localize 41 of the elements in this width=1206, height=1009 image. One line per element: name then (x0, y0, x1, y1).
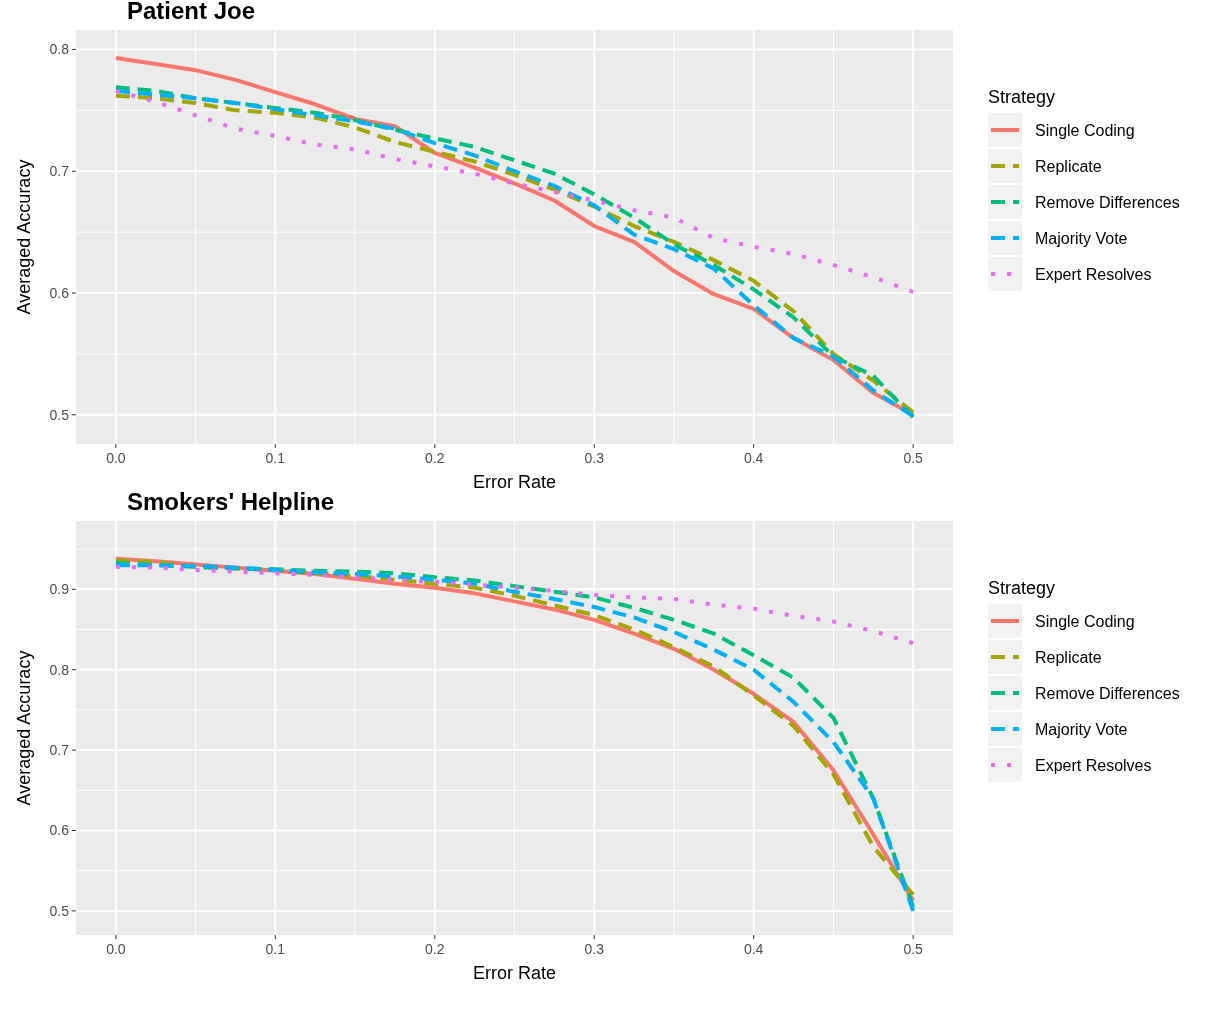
legend-title: Strategy (988, 578, 1056, 598)
y-axis-title: Averaged Accuracy (14, 650, 34, 806)
x-axis-title: Error Rate (472, 472, 557, 492)
x-axis-title: Error Rate (472, 963, 557, 983)
x-tick-label: 0.5 (903, 941, 924, 957)
x-tick-label: 0.0 (106, 941, 126, 957)
legend-title: Strategy (988, 87, 1056, 107)
legend-label: Replicate (1035, 157, 1102, 175)
x-tick-label: 0.1 (265, 450, 286, 466)
line-series (113, 88, 916, 294)
y-tick-label: 0.5 (49, 902, 70, 919)
legend-label: Single Coding (1035, 121, 1135, 139)
x-tick-label: 0.4 (743, 941, 764, 957)
legend-label: Expert Resolves (1035, 756, 1152, 774)
legend-label: Replicate (1035, 648, 1102, 666)
legend-label: Majority Vote (1035, 720, 1128, 738)
x-tick-label: 0.5 (903, 450, 924, 466)
y-tick-label: 0.9 (49, 581, 70, 598)
x-tick-label: 0.4 (743, 450, 764, 466)
y-tick-label: 0.8 (49, 661, 70, 678)
y-tick-label: 0.6 (49, 284, 70, 301)
x-tick-label: 0.2 (425, 941, 445, 957)
legend-label: Remove Differences (1035, 193, 1180, 211)
chart-title: Patient Joe (127, 0, 256, 24)
y-tick-label: 0.8 (49, 41, 70, 58)
legend-label: Majority Vote (1035, 229, 1128, 247)
y-tick-label: 0.5 (49, 406, 70, 423)
legend-label: Single Coding (1035, 612, 1135, 630)
x-tick-label: 0.0 (106, 450, 126, 466)
chart-title: Smokers' Helpline (127, 488, 335, 515)
y-tick-label: 0.6 (49, 822, 70, 839)
y-axis-title: Averaged Accuracy (14, 159, 34, 315)
x-tick-label: 0.3 (584, 450, 605, 466)
legend-label: Expert Resolves (1035, 265, 1152, 283)
x-tick-label: 0.1 (265, 941, 286, 957)
y-tick-label: 0.7 (49, 163, 70, 180)
line-series (113, 564, 916, 646)
legend-label: Remove Differences (1035, 684, 1180, 702)
x-tick-label: 0.3 (584, 941, 605, 957)
y-tick-label: 0.7 (49, 742, 70, 759)
x-tick-label: 0.2 (425, 450, 445, 466)
